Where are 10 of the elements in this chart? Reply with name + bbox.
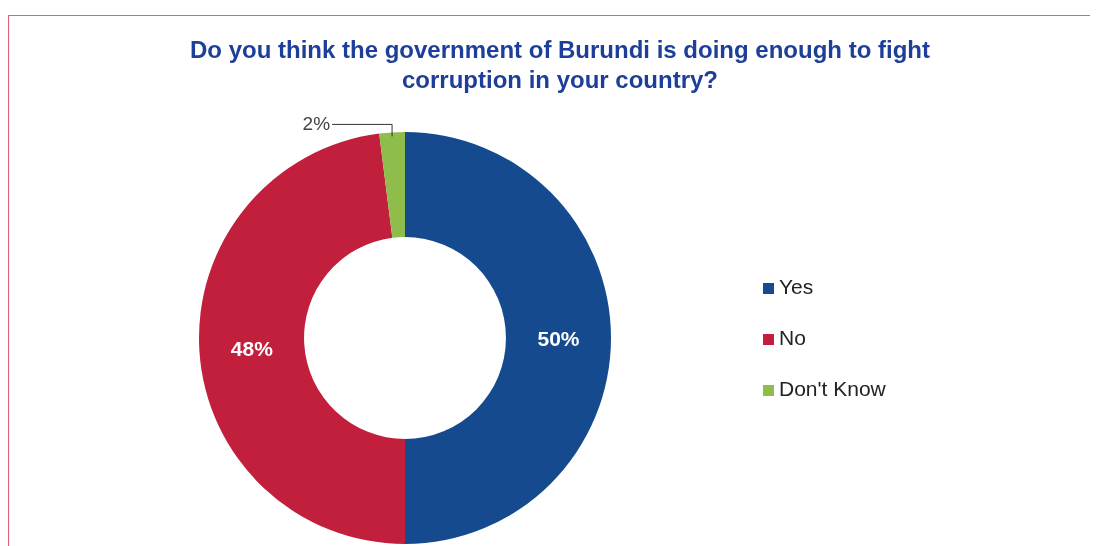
legend-label: No [779,326,806,349]
data-label: 2% [302,113,331,135]
chart-title: Do you think the government of Burundi is doing enough to fight corruption in your country? [190,36,930,93]
data-label: 50% [537,327,580,350]
legend-label: Yes [779,275,814,298]
donut-slice [199,133,405,544]
donut-slice [405,132,611,544]
legend-label: Don't Know [779,377,887,400]
data-label: 48% [230,336,274,360]
donut-slice [379,132,405,238]
